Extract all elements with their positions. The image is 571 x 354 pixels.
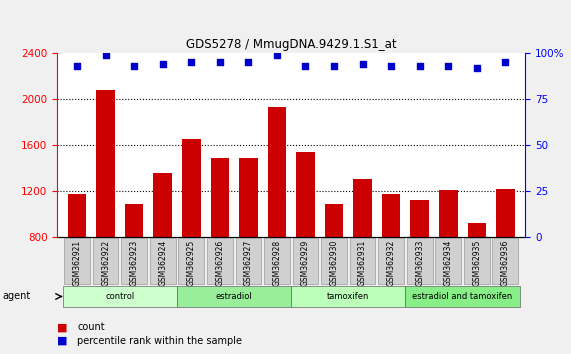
Text: GSM362922: GSM362922	[101, 240, 110, 286]
Point	[301, 63, 310, 69]
FancyBboxPatch shape	[93, 238, 119, 284]
Point	[130, 63, 139, 69]
Bar	[439, 190, 457, 329]
Text: ■: ■	[57, 322, 67, 332]
Point	[158, 61, 167, 67]
FancyBboxPatch shape	[292, 238, 319, 284]
Bar	[353, 178, 372, 329]
FancyBboxPatch shape	[321, 238, 347, 284]
Text: GSM362934: GSM362934	[444, 240, 453, 286]
Point	[101, 52, 110, 58]
Bar	[268, 107, 286, 329]
Text: GSM362925: GSM362925	[187, 240, 196, 286]
Point	[215, 59, 224, 65]
Text: GSM362923: GSM362923	[130, 240, 139, 286]
Bar	[211, 158, 229, 329]
Text: GSM362931: GSM362931	[358, 240, 367, 286]
FancyBboxPatch shape	[235, 238, 261, 284]
Text: agent: agent	[3, 291, 31, 301]
FancyBboxPatch shape	[407, 238, 433, 284]
FancyBboxPatch shape	[177, 286, 291, 307]
Title: GDS5278 / MmugDNA.9429.1.S1_at: GDS5278 / MmugDNA.9429.1.S1_at	[186, 38, 396, 51]
Text: estradiol and tamoxifen: estradiol and tamoxifen	[412, 292, 513, 301]
Bar	[96, 91, 115, 329]
Bar	[68, 194, 86, 329]
Bar	[325, 204, 343, 329]
Text: tamoxifen: tamoxifen	[327, 292, 369, 301]
Bar	[411, 200, 429, 329]
Text: GSM362928: GSM362928	[272, 240, 282, 286]
Bar	[182, 139, 200, 329]
Text: ■: ■	[57, 336, 67, 346]
Text: GSM362930: GSM362930	[329, 240, 339, 286]
Point	[415, 63, 424, 69]
Point	[272, 52, 282, 58]
Text: percentile rank within the sample: percentile rank within the sample	[77, 336, 242, 346]
Bar	[125, 204, 143, 329]
Text: GSM362932: GSM362932	[387, 240, 396, 286]
Bar	[382, 194, 400, 329]
FancyBboxPatch shape	[65, 238, 90, 284]
Bar	[154, 173, 172, 329]
Point	[501, 59, 510, 65]
Text: GSM362921: GSM362921	[73, 240, 82, 286]
Text: GSM362924: GSM362924	[158, 240, 167, 286]
Text: GSM362936: GSM362936	[501, 240, 510, 286]
Bar	[239, 158, 258, 329]
FancyBboxPatch shape	[63, 286, 177, 307]
FancyBboxPatch shape	[122, 238, 147, 284]
Point	[472, 65, 481, 71]
Point	[444, 63, 453, 69]
Text: GSM362927: GSM362927	[244, 240, 253, 286]
FancyBboxPatch shape	[178, 238, 204, 284]
FancyBboxPatch shape	[291, 286, 405, 307]
Text: count: count	[77, 322, 104, 332]
Point	[244, 59, 253, 65]
FancyBboxPatch shape	[379, 238, 404, 284]
Text: control: control	[105, 292, 135, 301]
FancyBboxPatch shape	[207, 238, 233, 284]
Point	[387, 63, 396, 69]
Text: estradiol: estradiol	[216, 292, 252, 301]
Bar	[496, 189, 514, 329]
FancyBboxPatch shape	[349, 238, 376, 284]
FancyBboxPatch shape	[492, 238, 518, 284]
FancyBboxPatch shape	[150, 238, 176, 284]
FancyBboxPatch shape	[405, 286, 520, 307]
Text: GSM362933: GSM362933	[415, 240, 424, 286]
Bar	[296, 152, 315, 329]
Point	[73, 63, 82, 69]
Point	[187, 59, 196, 65]
FancyBboxPatch shape	[264, 238, 290, 284]
Text: GSM362929: GSM362929	[301, 240, 310, 286]
Point	[329, 63, 339, 69]
Point	[358, 61, 367, 67]
Bar	[468, 223, 486, 329]
Text: GSM362926: GSM362926	[215, 240, 224, 286]
Text: GSM362935: GSM362935	[472, 240, 481, 286]
FancyBboxPatch shape	[464, 238, 490, 284]
FancyBboxPatch shape	[436, 238, 461, 284]
